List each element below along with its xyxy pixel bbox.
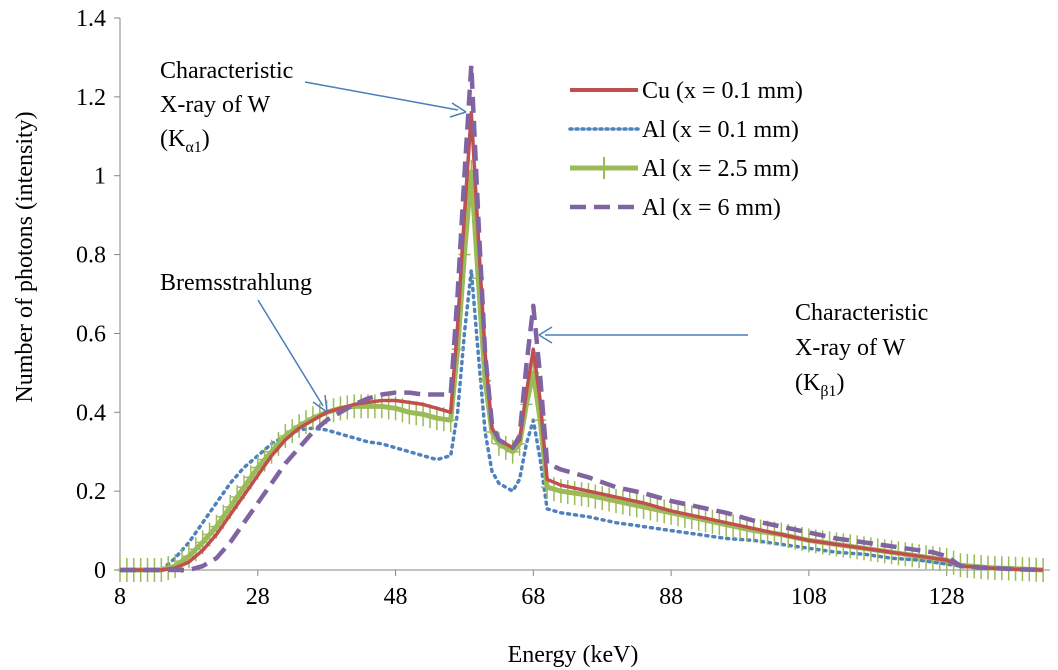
y-tick-label: 1.4	[76, 6, 106, 32]
x-tick-label: 28	[246, 584, 270, 610]
annotation-bremsstrahlung-label: Bremsstrahlung	[160, 270, 312, 296]
x-axis-title: Energy (keV)	[508, 642, 639, 668]
annotation-k-beta-prefix: (K	[795, 370, 821, 396]
annotation-bremsstrahlung-arrow	[257, 299, 324, 407]
series-layer	[114, 63, 1045, 582]
y-axis-title: Number of photons (intensity)	[12, 111, 38, 402]
legend-label-al-2-5: Al (x = 2.5 mm)	[642, 156, 799, 182]
annotation-k-alpha-line3: (Kα1)	[160, 126, 210, 156]
annotation-k-beta-subscript: β1	[820, 383, 836, 400]
y-tick-label: 0	[94, 558, 106, 584]
x-tick-label: 48	[384, 584, 408, 610]
series-line-3	[120, 63, 1044, 573]
x-tick-label: 128	[929, 584, 965, 610]
y-tick-label: 1	[94, 164, 106, 190]
series-line-1	[118, 268, 1045, 572]
y-tick-label: 1.2	[76, 85, 106, 111]
x-tick-label: 68	[521, 584, 545, 610]
legend-item-al-2-5: Al (x = 2.5 mm)	[570, 156, 799, 182]
x-tick-label: 8	[114, 584, 126, 610]
series-line-2	[120, 169, 1044, 573]
legend-item-al-0-1: Al (x = 0.1 mm)	[568, 117, 799, 143]
annotation-k-alpha: Characteristic X-ray of W (Kα1)	[160, 58, 467, 156]
annotation-k-alpha-line1: Characteristic	[160, 58, 293, 84]
legend-item-cu-0-1: Cu (x = 0.1 mm)	[570, 78, 803, 104]
legend-label-al-6: Al (x = 6 mm)	[642, 195, 781, 221]
annotation-k-beta-suffix: )	[836, 370, 844, 396]
y-tick-label: 0.4	[76, 400, 106, 426]
annotation-k-beta: Characteristic X-ray of W (Kβ1)	[538, 300, 928, 400]
y-tick-label: 0.6	[76, 321, 106, 347]
annotation-k-alpha-suffix: )	[202, 126, 210, 152]
legend-label-cu-0-1: Cu (x = 0.1 mm)	[642, 78, 803, 104]
x-tick-label: 88	[659, 584, 683, 610]
annotation-k-beta-line2: X-ray of W	[795, 335, 906, 361]
annotation-k-alpha-subscript: α1	[185, 139, 201, 156]
annotation-bremsstrahlung-arrowhead	[312, 394, 328, 413]
y-tick-label: 0.2	[76, 479, 106, 505]
y-tick-label: 0.8	[76, 243, 106, 269]
legend-label-al-0-1: Al (x = 0.1 mm)	[642, 117, 799, 143]
legend: Cu (x = 0.1 mm) Al (x = 0.1 mm) Al (x = …	[568, 78, 803, 221]
annotation-k-beta-line3: (Kβ1)	[795, 370, 844, 400]
annotation-k-beta-arrowhead	[538, 326, 553, 344]
x-tick-label: 108	[791, 584, 827, 610]
annotation-k-alpha-line2: X-ray of W	[160, 92, 271, 118]
annotation-bremsstrahlung: Bremsstrahlung	[160, 270, 328, 413]
annotation-k-alpha-arrow	[304, 81, 459, 111]
annotation-k-alpha-prefix: (K	[160, 126, 186, 152]
annotation-k-alpha-arrowhead	[449, 102, 467, 118]
axes: 0 0.2 0.4 0.6 0.8 1 1.2 1.4 8 28 48 68 88 108 128	[76, 6, 1050, 610]
annotation-k-beta-line1: Characteristic	[795, 300, 928, 326]
legend-item-al-6: Al (x = 6 mm)	[570, 195, 781, 221]
series-line-0	[120, 110, 1044, 572]
